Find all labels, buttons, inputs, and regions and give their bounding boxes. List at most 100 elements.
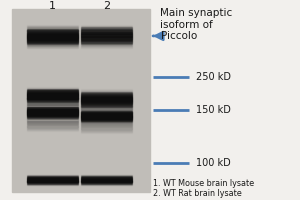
Bar: [81, 36, 132, 37]
Bar: [81, 105, 132, 106]
Bar: [27, 176, 78, 177]
Bar: [27, 40, 78, 41]
Bar: [81, 118, 132, 119]
Bar: [27, 118, 78, 119]
Bar: [27, 108, 78, 109]
Bar: [81, 113, 132, 114]
Bar: [27, 177, 78, 178]
Bar: [27, 179, 78, 180]
Bar: [81, 181, 132, 182]
Bar: [27, 87, 78, 88]
Bar: [81, 40, 132, 41]
Bar: [81, 133, 132, 134]
Bar: [27, 92, 78, 94]
Bar: [81, 98, 132, 99]
Bar: [27, 85, 78, 87]
Bar: [27, 38, 78, 39]
Bar: [81, 30, 132, 31]
Bar: [81, 39, 132, 40]
Bar: [27, 96, 78, 97]
Bar: [81, 45, 132, 46]
Bar: [81, 28, 132, 29]
Bar: [81, 106, 132, 107]
Bar: [27, 42, 78, 43]
Bar: [27, 131, 78, 132]
Bar: [81, 177, 132, 178]
Bar: [81, 33, 132, 34]
Bar: [81, 117, 132, 118]
Bar: [27, 39, 78, 40]
Bar: [27, 30, 78, 31]
Bar: [81, 125, 132, 126]
Bar: [81, 111, 132, 112]
Bar: [27, 125, 78, 127]
Bar: [27, 93, 78, 94]
Bar: [81, 183, 132, 184]
Bar: [27, 29, 78, 30]
Text: Main synaptic
isoform of
Piccolo: Main synaptic isoform of Piccolo: [160, 8, 233, 41]
Bar: [81, 26, 132, 27]
Bar: [81, 104, 132, 105]
Bar: [81, 92, 132, 93]
Bar: [27, 30, 78, 31]
Bar: [27, 46, 78, 47]
Bar: [27, 108, 78, 109]
Bar: [81, 132, 132, 133]
Bar: [27, 129, 78, 130]
Bar: [27, 38, 78, 39]
Bar: [81, 116, 132, 117]
Bar: [81, 30, 132, 31]
Bar: [81, 112, 132, 113]
Bar: [27, 30, 78, 31]
Bar: [81, 43, 132, 44]
Bar: [27, 115, 78, 116]
Bar: [27, 30, 78, 31]
Bar: [27, 105, 78, 107]
Text: 1. WT Mouse brain lysate: 1. WT Mouse brain lysate: [153, 179, 254, 188]
Bar: [81, 35, 132, 36]
Bar: [27, 41, 78, 42]
Bar: [81, 42, 132, 43]
Bar: [81, 120, 132, 121]
Bar: [27, 110, 78, 111]
Bar: [27, 36, 78, 37]
Bar: [81, 112, 132, 113]
Bar: [81, 48, 132, 49]
Bar: [27, 42, 78, 43]
Bar: [81, 46, 132, 47]
Bar: [27, 114, 78, 115]
Bar: [27, 107, 78, 108]
Bar: [27, 90, 78, 91]
Bar: [27, 97, 78, 98]
Bar: [27, 130, 78, 131]
Bar: [81, 47, 132, 48]
Bar: [27, 111, 78, 112]
Bar: [81, 179, 132, 180]
Bar: [81, 111, 132, 112]
Bar: [27, 28, 78, 29]
Bar: [81, 29, 132, 30]
Bar: [27, 39, 78, 40]
Bar: [27, 182, 78, 183]
Bar: [27, 181, 78, 182]
Bar: [27, 94, 78, 95]
Bar: [27, 36, 78, 37]
Bar: [81, 99, 132, 100]
Bar: [27, 100, 78, 101]
Bar: [27, 99, 78, 101]
Bar: [27, 181, 78, 182]
Bar: [27, 121, 78, 122]
Bar: [81, 31, 132, 32]
Bar: [81, 28, 132, 29]
Bar: [81, 130, 132, 131]
Bar: [81, 120, 132, 121]
Bar: [27, 41, 78, 42]
Bar: [27, 178, 78, 179]
Bar: [27, 92, 78, 93]
Bar: [27, 117, 78, 118]
Bar: [81, 42, 132, 43]
Bar: [27, 97, 78, 98]
Bar: [81, 180, 132, 181]
Bar: [27, 33, 78, 34]
Bar: [81, 176, 132, 177]
